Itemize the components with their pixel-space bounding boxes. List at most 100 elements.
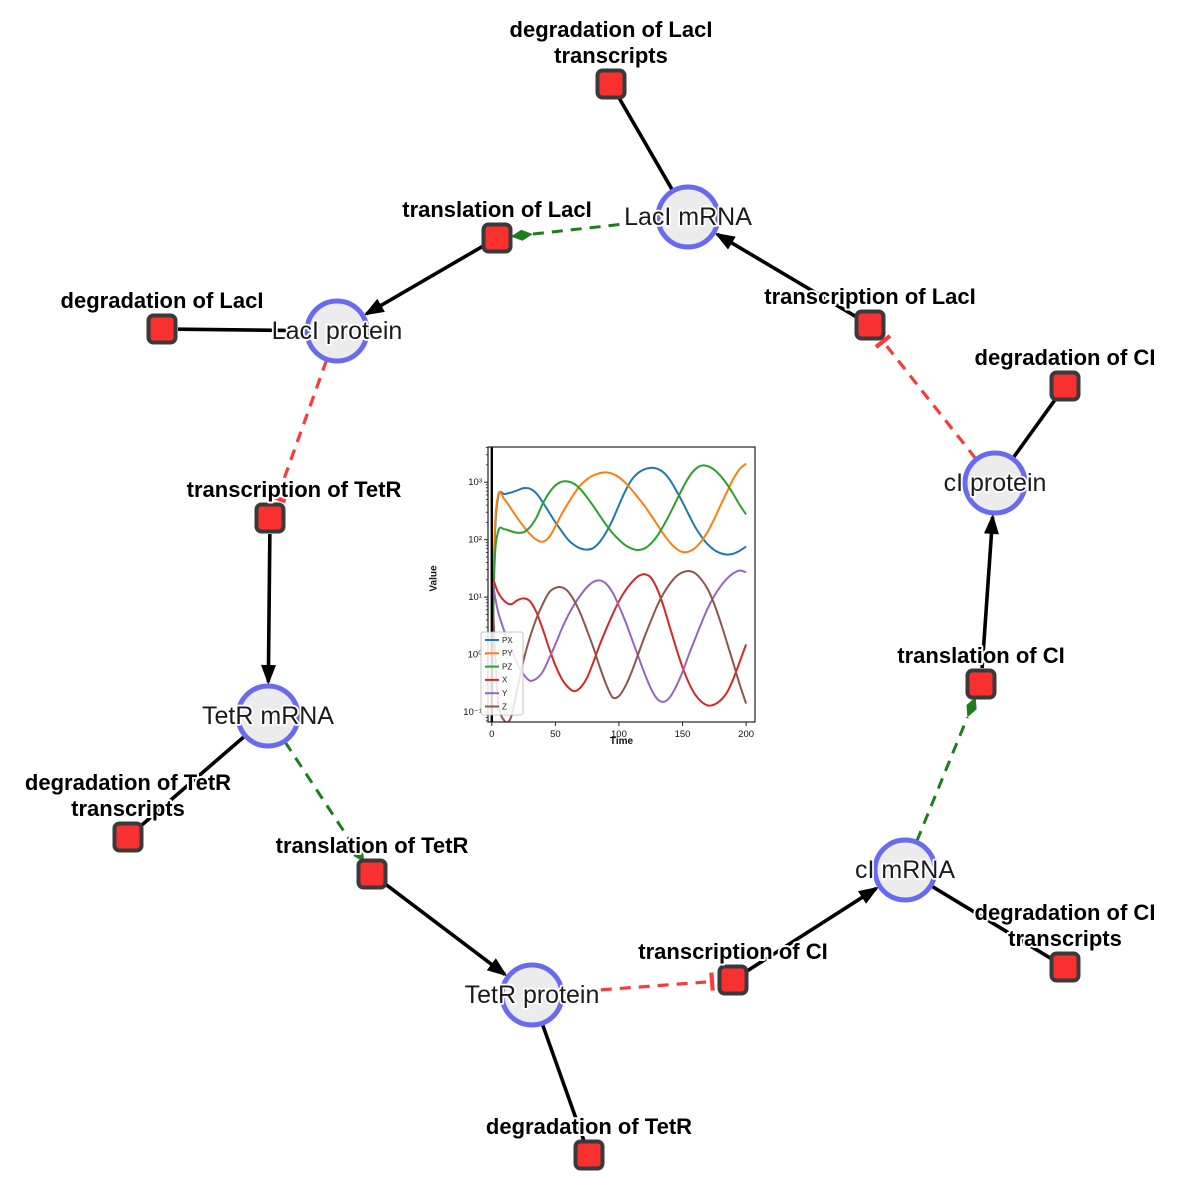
tc-laci-to-laci-mrna-edge	[716, 232, 858, 319]
chart-legend: PX PY PZ XYZ	[480, 631, 524, 716]
laci-protein-to-tc-tetr-edge	[277, 359, 329, 494]
tc-ci-to-ci-mrna-arrowhead-icon	[857, 886, 879, 904]
tl-tetr-to-tetr-protein-edge	[383, 882, 506, 976]
labels-layer: LacI mRNA LacI protein TetR mRNA TetR prote…	[23, 15, 1158, 1141]
x-tick-label: 50	[550, 729, 561, 740]
laci-mrna-species-node	[655, 184, 721, 250]
laci-protein-to-deg-laci-edge	[177, 327, 307, 333]
tc-tetr-label: transcription of TetR	[187, 477, 402, 502]
legend-item-PX: PX	[502, 636, 513, 645]
tetr-protein-species-node	[499, 962, 565, 1028]
ci-protein-species-node	[962, 450, 1028, 516]
ci-mrna-to-tl-ci-diamond-icon	[966, 696, 977, 718]
tl-laci-label: translation of LacI	[402, 197, 591, 222]
series-Z-line	[490, 569, 748, 722]
deg-laci-tx-label: degradation of LacI	[510, 17, 713, 42]
tl-tetr-reaction-node	[356, 858, 388, 890]
deg-ci-tx-reaction-node	[1049, 951, 1081, 983]
tetr-mrna-to-deg-tetr-tx-edge	[138, 734, 246, 828]
tc-laci-label: transcription of LacI	[764, 284, 975, 309]
plot-background	[488, 447, 755, 722]
chart-plot: 10⁻¹ 10⁰ 10¹ 10² 10³ 0 50 100 150 200 PX PY PZ XYZ	[463, 446, 756, 740]
y-tick-label: 10²	[468, 535, 482, 546]
ci-mrna-label: cI mRNA	[855, 856, 955, 884]
series-Y-line	[490, 569, 747, 703]
series-PX-line	[490, 466, 747, 713]
x-tick-label: 200	[738, 729, 754, 740]
tetr-mrna-species-node	[235, 683, 301, 749]
tc-laci-reaction-node	[854, 309, 886, 341]
ci-mrna-species-node	[872, 837, 938, 903]
x-tick-label: 150	[675, 729, 691, 740]
y-tick-label: 10¹	[468, 592, 482, 603]
tc-ci-label: transcription of CI	[638, 939, 827, 964]
tl-tetr-label: translation of TetR	[276, 833, 469, 858]
legend-item-PY: PY	[502, 649, 513, 658]
chart-x-axis-label: Time	[609, 736, 634, 747]
laci-mrna-to-deg-laci-tx-edge	[617, 96, 675, 192]
ci-protein-to-tc-laci-tee-icon	[874, 334, 892, 349]
y-tick-label: 10⁰	[468, 650, 483, 661]
laci-protein-species-node	[304, 298, 370, 364]
tc-tetr-reaction-node	[254, 502, 286, 534]
deg-ci-tx-label: degradation of CI	[975, 900, 1156, 925]
y-tick-label: 10³	[468, 477, 482, 488]
legend-item-PZ: PZ	[502, 662, 512, 671]
ci-protein-to-deg-ci-edge	[1011, 397, 1058, 459]
legend-item-Z: Z	[502, 702, 507, 711]
laci-protein-to-tc-tetr-tee-icon	[267, 493, 287, 504]
ci-protein-to-tc-laci-edge	[885, 345, 978, 460]
plot-frame	[487, 446, 756, 723]
deg-tetr-tx-label: degradation of TetR	[25, 770, 231, 795]
tl-ci-label: translation of CI	[897, 643, 1064, 668]
legend-item-Y: Y	[502, 689, 508, 698]
tetr-mrna-to-tl-tetr-diamond-icon	[352, 843, 365, 863]
tl-ci-to-ci-protein-edge	[980, 516, 995, 669]
series-PZ-line	[490, 464, 747, 713]
tc-ci-reaction-node	[717, 964, 749, 996]
deg-laci-label: degradation of LacI	[61, 288, 264, 313]
y-tick-label: 10⁻¹	[463, 707, 482, 718]
tetr-protein-to-tc-ci-edge	[562, 980, 707, 995]
deg-tetr-label: degradation of TetR	[486, 1114, 692, 1139]
inset-chart: 10⁻¹ 10⁰ 10¹ 10² 10³ 0 50 100 150 200 PX PY PZ X Y Z Ti…	[424, 433, 776, 763]
deg-ci-label: degradation of CI	[975, 345, 1156, 370]
tc-tetr-to-tetr-mrna-arrowhead-icon	[261, 664, 277, 686]
deg-laci-tx-label: transcripts	[554, 43, 668, 68]
nodes-layer	[112, 68, 1081, 1171]
tetr-mrna-to-tl-tetr-edge	[283, 741, 354, 845]
tetr-mrna-label: TetR mRNA	[202, 702, 334, 730]
chart-y-axis-label: Value	[428, 565, 440, 592]
tl-ci-reaction-node	[965, 668, 997, 700]
ci-mrna-to-deg-ci-tx-edge	[930, 884, 1053, 961]
deg-tetr-tx-label: transcripts	[71, 796, 185, 821]
legend-item-X: X	[502, 676, 508, 685]
tl-laci-reaction-node	[481, 222, 513, 254]
tetr-protein-label: TetR protein	[465, 981, 600, 1009]
tc-tetr-to-tetr-mrna-edge	[266, 533, 272, 683]
ci-mrna-to-tl-ci-edge	[915, 716, 969, 842]
tl-laci-to-laci-protein-edge	[365, 244, 485, 316]
laci-mrna-to-tl-laci-edge	[532, 218, 658, 236]
x-tick-label: 0	[489, 729, 494, 740]
deg-ci-reaction-node	[1049, 370, 1081, 402]
deg-laci-reaction-node	[146, 313, 178, 345]
ci-protein-label: cI protein	[944, 469, 1047, 497]
tc-ci-to-ci-mrna-edge	[745, 886, 878, 973]
deg-ci-tx-label: transcripts	[1008, 926, 1122, 951]
x-tick-label: 100	[611, 729, 627, 740]
tetr-protein-to-deg-tetr-edge	[540, 1023, 586, 1141]
tc-laci-to-laci-mrna-arrowhead-icon	[714, 232, 736, 250]
laci-mrna-label: LacI mRNA	[624, 203, 752, 231]
edges-layer	[138, 96, 1058, 1141]
deg-tetr-tx-reaction-node	[112, 821, 144, 853]
tetr-protein-to-tc-ci-tee-icon	[709, 972, 715, 991]
series-X-line	[490, 573, 748, 707]
deg-tetr-reaction-node	[573, 1139, 605, 1171]
tl-tetr-to-tetr-protein-arrowhead-icon	[486, 958, 508, 977]
laci-mrna-to-tl-laci-diamond-icon	[510, 229, 533, 241]
tl-laci-to-laci-protein-arrowhead-icon	[363, 298, 385, 316]
laci-protein-label: LacI protein	[272, 317, 403, 345]
